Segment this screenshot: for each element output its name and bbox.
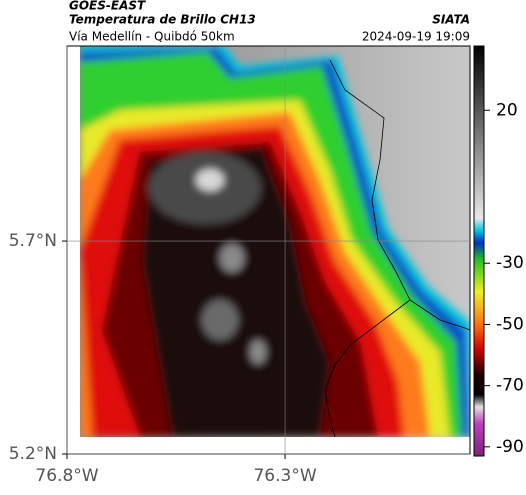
colorbar [473,45,485,457]
datetime: 2024-09-19 19:09 [362,30,470,44]
x-tick-label: 76.3°W [253,466,316,486]
y-tick-label: 5.7°N [9,231,57,251]
brand: SIATA [432,13,470,27]
x-tick-label: 76.8°W [35,466,98,486]
colorbar-tick-label: -70 [496,376,524,396]
colorbar-tick-label: -90 [496,437,524,457]
colorbar-tick-label: -30 [496,253,524,273]
title: Temperatura de Brillo CH13 [69,13,256,27]
source: GOES-EAST [69,0,146,13]
colorbar-tick-label: 20 [496,100,518,120]
satellite-image [80,46,470,437]
colorbar-tick-label: -50 [496,314,524,334]
subtitle: Vía Medellín - Quibdó 50km [69,30,235,44]
y-tick-label: 5.2°N [9,444,57,464]
